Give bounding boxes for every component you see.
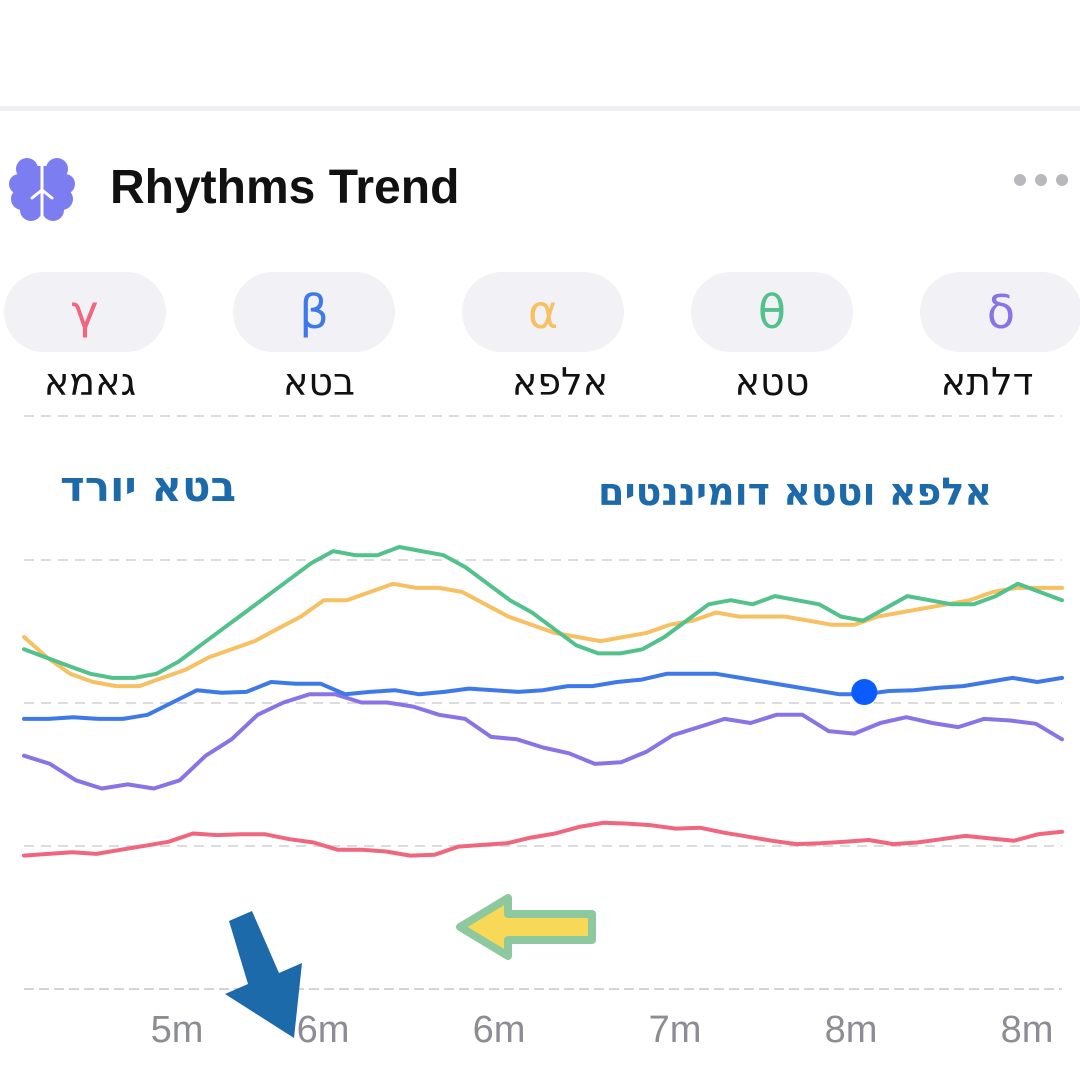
series-line-alpha bbox=[22, 581, 1064, 689]
band-chip-alpha[interactable]: α bbox=[462, 272, 624, 352]
band-chip-beta[interactable]: β bbox=[233, 272, 395, 352]
alpha-theta-dominant-note: אלפא וטטא דומיננטים bbox=[598, 470, 993, 514]
beta-symbol: β bbox=[299, 285, 329, 339]
x-tick-label: 5m bbox=[151, 1009, 204, 1051]
series-line-beta bbox=[22, 671, 1064, 721]
x-tick-label: 7m bbox=[649, 1009, 702, 1051]
rhythms-line-chart: 5m 6m 6m 7m 8m 8m bbox=[22, 415, 1064, 1051]
band-chip-delta[interactable]: δ bbox=[920, 272, 1080, 352]
card-header: Rhythms Trend bbox=[0, 140, 1080, 240]
series-line-delta bbox=[22, 692, 1064, 791]
highlight-marker[interactable] bbox=[851, 679, 878, 705]
band-label-theta: טטא bbox=[734, 360, 810, 404]
band-label-gamma: גאמא bbox=[43, 360, 137, 404]
x-axis-ticks: 5m 6m 6m 7m 8m 8m bbox=[151, 1009, 1054, 1051]
delta-symbol: δ bbox=[986, 285, 1016, 339]
band-label-delta: דלתא bbox=[940, 360, 1034, 404]
annotation-arrows bbox=[225, 894, 596, 1038]
alpha-theta-left-arrow bbox=[456, 894, 596, 960]
band-chip-gamma[interactable]: γ bbox=[4, 272, 166, 352]
series-line-gamma bbox=[22, 820, 1064, 858]
beta-decline-note: בטא יורד bbox=[60, 462, 237, 511]
gamma-symbol: γ bbox=[71, 285, 99, 339]
x-tick-label: 8m bbox=[825, 1009, 878, 1051]
x-tick-label: 8m bbox=[1001, 1009, 1054, 1051]
theta-symbol: θ bbox=[757, 285, 787, 339]
beta-down-arrow bbox=[225, 911, 302, 1038]
band-label-alpha: אלפא bbox=[511, 360, 609, 404]
band-label-beta: בטא bbox=[282, 360, 355, 404]
x-tick-label: 6m bbox=[473, 1009, 526, 1051]
top-bar bbox=[0, 0, 1080, 106]
series-lines bbox=[22, 545, 1064, 858]
series-line-theta bbox=[22, 545, 1064, 680]
header-divider bbox=[0, 106, 1080, 111]
brain-icon bbox=[9, 158, 75, 221]
x-tick-label: 6m bbox=[297, 1009, 350, 1051]
card-title: Rhythms Trend bbox=[110, 161, 460, 214]
more-dots-icon[interactable] bbox=[1008, 168, 1074, 192]
alpha-symbol: α bbox=[527, 285, 559, 339]
grid-lines bbox=[24, 415, 1062, 990]
band-chip-theta[interactable]: θ bbox=[691, 272, 853, 352]
